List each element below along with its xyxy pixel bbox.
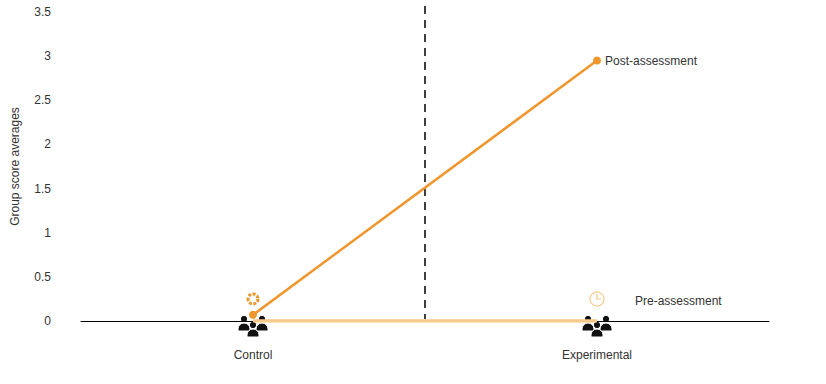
svg-text:0.5: 0.5 — [34, 270, 51, 284]
svg-text:2: 2 — [44, 137, 51, 151]
svg-text:3.5: 3.5 — [34, 5, 51, 19]
svg-text:1.5: 1.5 — [34, 182, 51, 196]
svg-text:Pre-assessment: Pre-assessment — [635, 294, 722, 308]
svg-text:Group score averages: Group score averages — [8, 107, 22, 226]
svg-text:1: 1 — [44, 226, 51, 240]
svg-text:0: 0 — [44, 314, 51, 328]
svg-text:Control: Control — [234, 348, 273, 362]
svg-text:Experimental: Experimental — [562, 348, 632, 362]
svg-text:Post-assessment: Post-assessment — [605, 54, 698, 68]
svg-text:3: 3 — [44, 49, 51, 63]
svg-text:2.5: 2.5 — [34, 93, 51, 107]
